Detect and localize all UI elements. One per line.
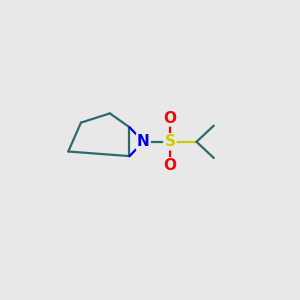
Text: O: O bbox=[164, 110, 176, 125]
Text: N: N bbox=[137, 134, 150, 149]
Text: O: O bbox=[164, 158, 176, 173]
Text: S: S bbox=[164, 134, 175, 149]
